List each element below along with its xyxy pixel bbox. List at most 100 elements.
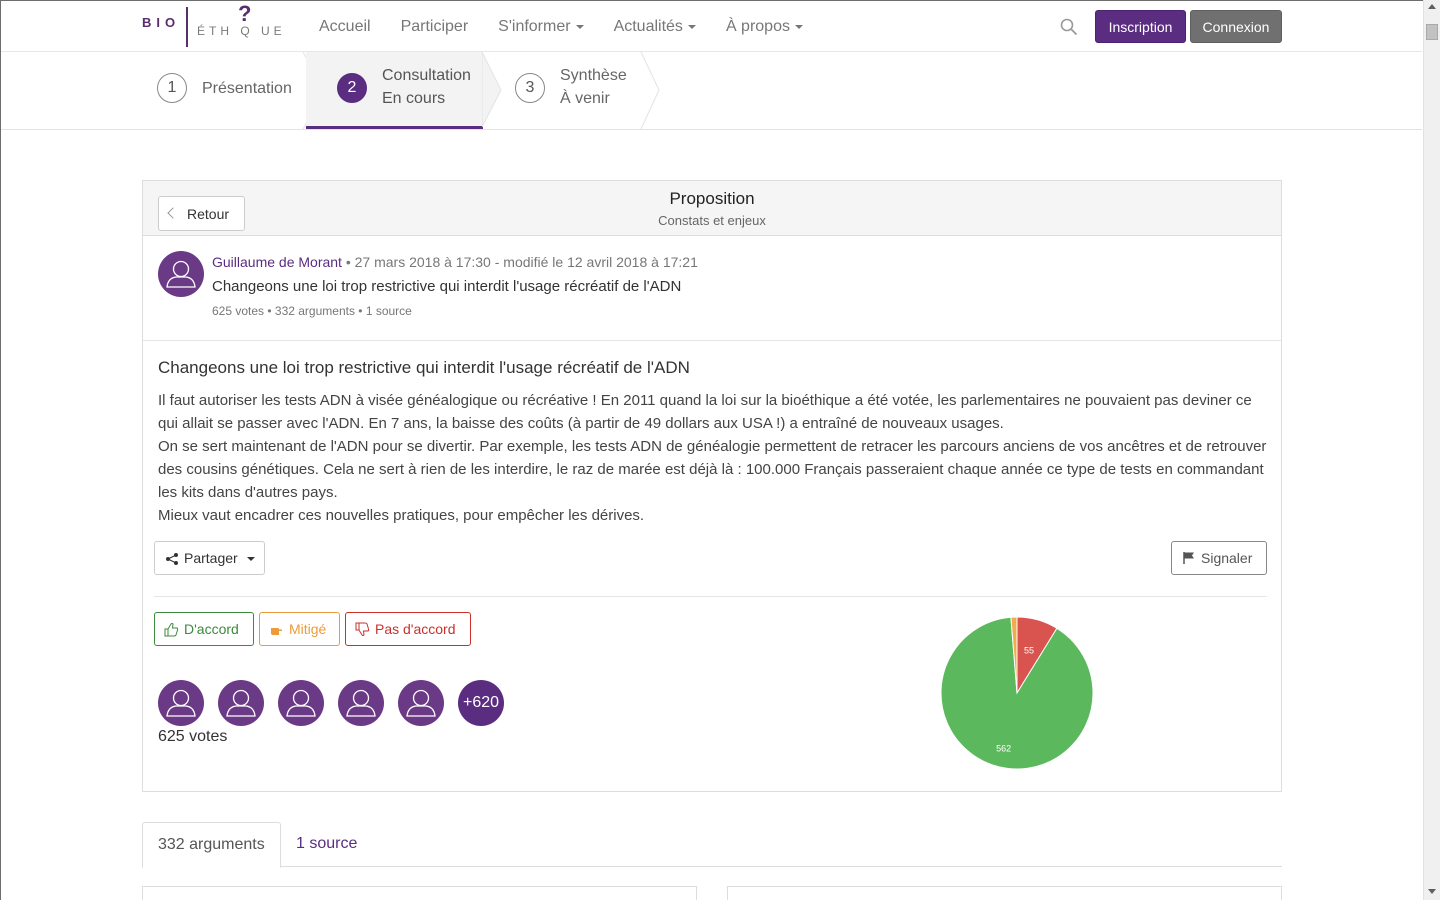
author-block: Guillaume de Morant • 27 mars 2018 à 17:…	[143, 237, 1281, 341]
author-stats: 625 votes • 332 arguments • 1 source	[212, 304, 412, 318]
report-button-label: Signaler	[1201, 550, 1253, 566]
inscription-button[interactable]: Inscription	[1095, 10, 1186, 43]
vote-mixed-button[interactable]: Mitigé	[259, 612, 340, 646]
share-button[interactable]: Partager	[154, 541, 265, 575]
step-presentation[interactable]: 1 Présentation	[141, 52, 306, 129]
connexion-button[interactable]: Connexion	[1190, 10, 1282, 43]
logo-ethique-text: ÉTH Q UE	[197, 24, 286, 38]
flag-icon	[1183, 552, 1194, 564]
step-number: 2	[337, 73, 367, 103]
nav-accueil-label: Accueil	[319, 18, 371, 35]
pie-data-label: 562	[996, 743, 1011, 753]
scroll-up-arrow-icon[interactable]	[1428, 4, 1436, 9]
step-status: À venir	[560, 90, 610, 107]
author-meta: Guillaume de Morant • 27 mars 2018 à 17:…	[212, 254, 698, 270]
caret-down-icon	[687, 24, 696, 29]
nav-sinformer-label: S'informer	[498, 18, 571, 35]
report-button[interactable]: Signaler	[1171, 541, 1267, 575]
step-label: Présentation	[202, 80, 292, 97]
caret-down-icon	[575, 24, 584, 29]
share-icon	[166, 553, 178, 565]
tab-arguments[interactable]: 332 arguments	[142, 822, 281, 868]
proposal-title: Changeons une loi trop restrictive qui i…	[158, 358, 690, 377]
tab-sources[interactable]: 1 source	[296, 835, 358, 852]
main-nav: Accueil Participer S'informer Actualités…	[319, 1, 833, 52]
window-frame-left	[0, 0, 1, 900]
voter-avatar[interactable]	[158, 680, 204, 726]
vote-disagree-label: Pas d'accord	[375, 621, 456, 637]
step-label: Consultation En cours	[382, 64, 471, 110]
vote-agree-button[interactable]: D'accord	[154, 612, 254, 646]
chevron-left-icon	[167, 207, 179, 219]
step-synthese[interactable]: 3 Synthèse À venir	[501, 52, 641, 129]
nav-apropos[interactable]: À propos	[726, 1, 803, 52]
proposal-paragraph: Il faut autoriser les tests ADN à visée …	[158, 392, 1252, 432]
nav-accueil[interactable]: Accueil	[319, 1, 371, 52]
top-navbar: BIO ÉTH Q UE ? Accueil Participer S'info…	[1, 1, 1422, 52]
more-voters-badge[interactable]: +620	[458, 680, 504, 726]
avatar[interactable]	[158, 251, 204, 297]
proposal-panel: Proposition Constats et enjeux Retour Gu…	[142, 180, 1282, 792]
user-icon	[406, 689, 436, 717]
user-icon	[226, 689, 256, 717]
nav-participer[interactable]: Participer	[401, 1, 469, 52]
voter-avatar[interactable]	[278, 680, 324, 726]
votes-pie-chart: 55 562	[940, 616, 1094, 770]
author-date: • 27 mars 2018 à 17:30 - modifié le 12 a…	[341, 254, 698, 270]
vote-mixed-label: Mitigé	[289, 621, 327, 637]
logo-question-mark: ?	[238, 1, 252, 26]
step-consultation[interactable]: 2 Consultation En cours	[306, 52, 483, 129]
step-status: En cours	[382, 90, 446, 107]
panel-subtitle: Constats et enjeux	[658, 213, 766, 228]
user-icon	[346, 689, 376, 717]
user-icon	[166, 260, 196, 288]
share-button-label: Partager	[184, 550, 238, 566]
scrollbar-thumb[interactable]	[1426, 24, 1438, 40]
nav-actualites[interactable]: Actualités	[614, 1, 696, 52]
window-frame-top	[0, 0, 1423, 1]
proposal-body: Il faut autoriser les tests ADN à visée …	[158, 389, 1268, 527]
step-title: Consultation	[382, 67, 471, 84]
voter-avatar[interactable]	[218, 680, 264, 726]
argument-card-right	[727, 886, 1282, 900]
back-button-label: Retour	[187, 205, 230, 222]
step-separator	[640, 52, 660, 130]
step-label: Synthèse À venir	[560, 64, 627, 110]
back-button[interactable]: Retour	[158, 196, 245, 231]
nav-participer-label: Participer	[400, 18, 469, 35]
voter-avatar[interactable]	[338, 680, 384, 726]
thumbs-down-icon	[355, 622, 370, 636]
content-tabs: 332 arguments 1 source	[142, 822, 1282, 868]
vote-disagree-button[interactable]: Pas d'accord	[345, 612, 471, 646]
author-name-link[interactable]: Guillaume de Morant	[212, 254, 342, 270]
panel-title: Proposition	[669, 189, 755, 208]
search-icon[interactable]	[1060, 18, 1078, 36]
user-icon	[166, 689, 196, 717]
step-title: Synthèse	[560, 67, 627, 84]
logo-bio-text: BIO	[142, 15, 181, 30]
logo-divider	[186, 7, 188, 47]
step-number: 1	[157, 73, 187, 103]
scroll-down-arrow-icon[interactable]	[1428, 889, 1436, 894]
consultation-steps: 1 Présentation 2 Consultation En cours 3…	[1, 52, 1422, 130]
nav-sinformer[interactable]: S'informer	[498, 1, 584, 52]
pie-slice-d-accord	[940, 616, 1094, 770]
caret-down-icon	[794, 24, 803, 29]
proposal-paragraph: Mieux vaut encadrer ces nouvelles pratiq…	[158, 507, 645, 524]
pie-slice-mitig-	[1010, 616, 1018, 694]
step-active-arrow	[482, 52, 502, 128]
pie-data-label: 55	[1024, 646, 1034, 656]
user-icon	[286, 689, 316, 717]
voter-avatar[interactable]	[398, 680, 444, 726]
author-proposal-title: Changeons une loi trop restrictive qui i…	[212, 278, 682, 295]
argument-card-left	[142, 886, 697, 900]
divider	[154, 596, 1267, 597]
page-scrollbar[interactable]	[1423, 0, 1440, 900]
caret-down-icon	[246, 557, 255, 562]
step-number: 3	[515, 73, 545, 103]
thumbs-up-icon	[164, 623, 179, 637]
hand-icon	[271, 628, 282, 635]
site-logo[interactable]: BIO ÉTH Q UE ?	[142, 1, 302, 49]
nav-apropos-label: À propos	[725, 18, 790, 35]
panel-header: Proposition Constats et enjeux Retour	[143, 181, 1281, 236]
